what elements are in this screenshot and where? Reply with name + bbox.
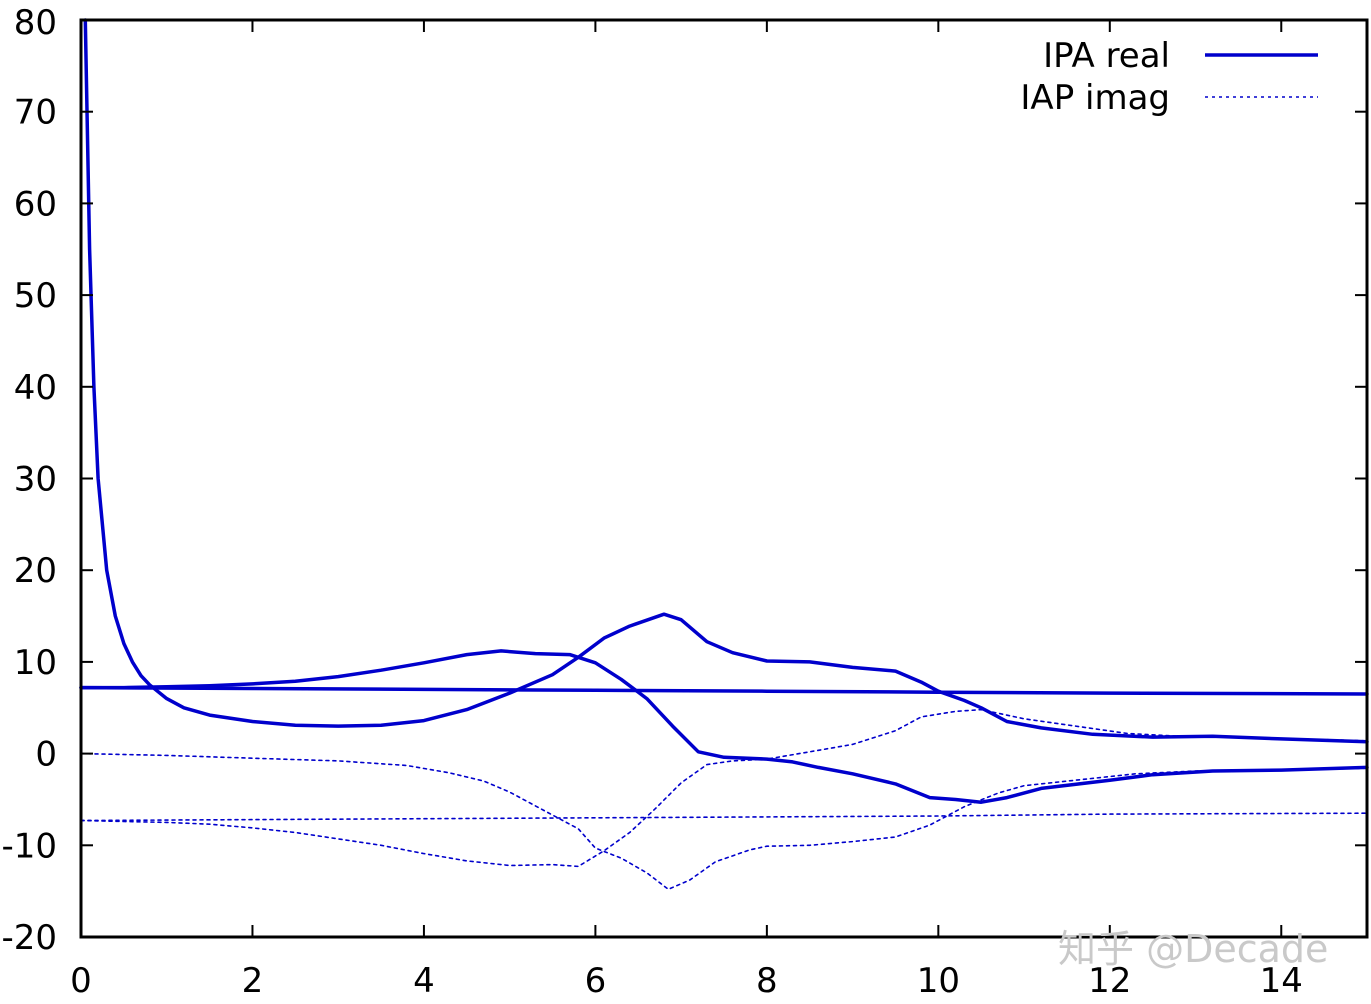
series-line-3-solid — [79, 649, 1369, 804]
legend-label-ipa-real: IPA real — [1043, 36, 1170, 76]
x-tick-label: 10 — [917, 961, 960, 1001]
series-line-5-dotted — [80, 812, 1368, 822]
y-tick-label: -20 — [1, 918, 57, 958]
y-tick-label: -10 — [1, 826, 57, 866]
y-tick-label: 30 — [14, 460, 57, 500]
x-tick-label: 14 — [1260, 961, 1303, 1001]
series-line-4-dotted — [80, 752, 1368, 891]
y-tick-label: 0 — [35, 735, 57, 775]
y-tick-label: 80 — [14, 3, 57, 43]
series-layer — [79, 18, 1369, 891]
series-line-1-solid — [83, 18, 1369, 744]
tick-layer: 0 2 4 6 8 10 12 14 -20 -10 0 10 20 30 40 50 60 70 80 — [1, 3, 1367, 1001]
x-tick-label: 12 — [1088, 961, 1131, 1001]
y-tick-label: 40 — [14, 368, 57, 408]
y-tick-label: 50 — [14, 276, 57, 316]
series-line-2-solid — [79, 685, 1369, 696]
x-tick-label: 2 — [242, 961, 264, 1001]
y-tick-label: 20 — [14, 551, 57, 591]
x-tick-label: 6 — [585, 961, 607, 1001]
y-tick-label: 60 — [14, 184, 57, 224]
x-tick-label: 4 — [413, 961, 435, 1001]
plot-frame — [79, 18, 1369, 939]
legend: IPA real IAP imag — [1020, 36, 1318, 118]
legend-label-iap-imag: IAP imag — [1020, 78, 1170, 118]
x-tick-label: 0 — [70, 961, 92, 1001]
x-tick-label: 8 — [756, 961, 778, 1001]
y-tick-label: 70 — [14, 93, 57, 133]
y-tick-label: 10 — [14, 643, 57, 683]
watermark: 知乎 @Decade — [1058, 927, 1328, 971]
series-line-6-dotted — [80, 708, 1368, 868]
